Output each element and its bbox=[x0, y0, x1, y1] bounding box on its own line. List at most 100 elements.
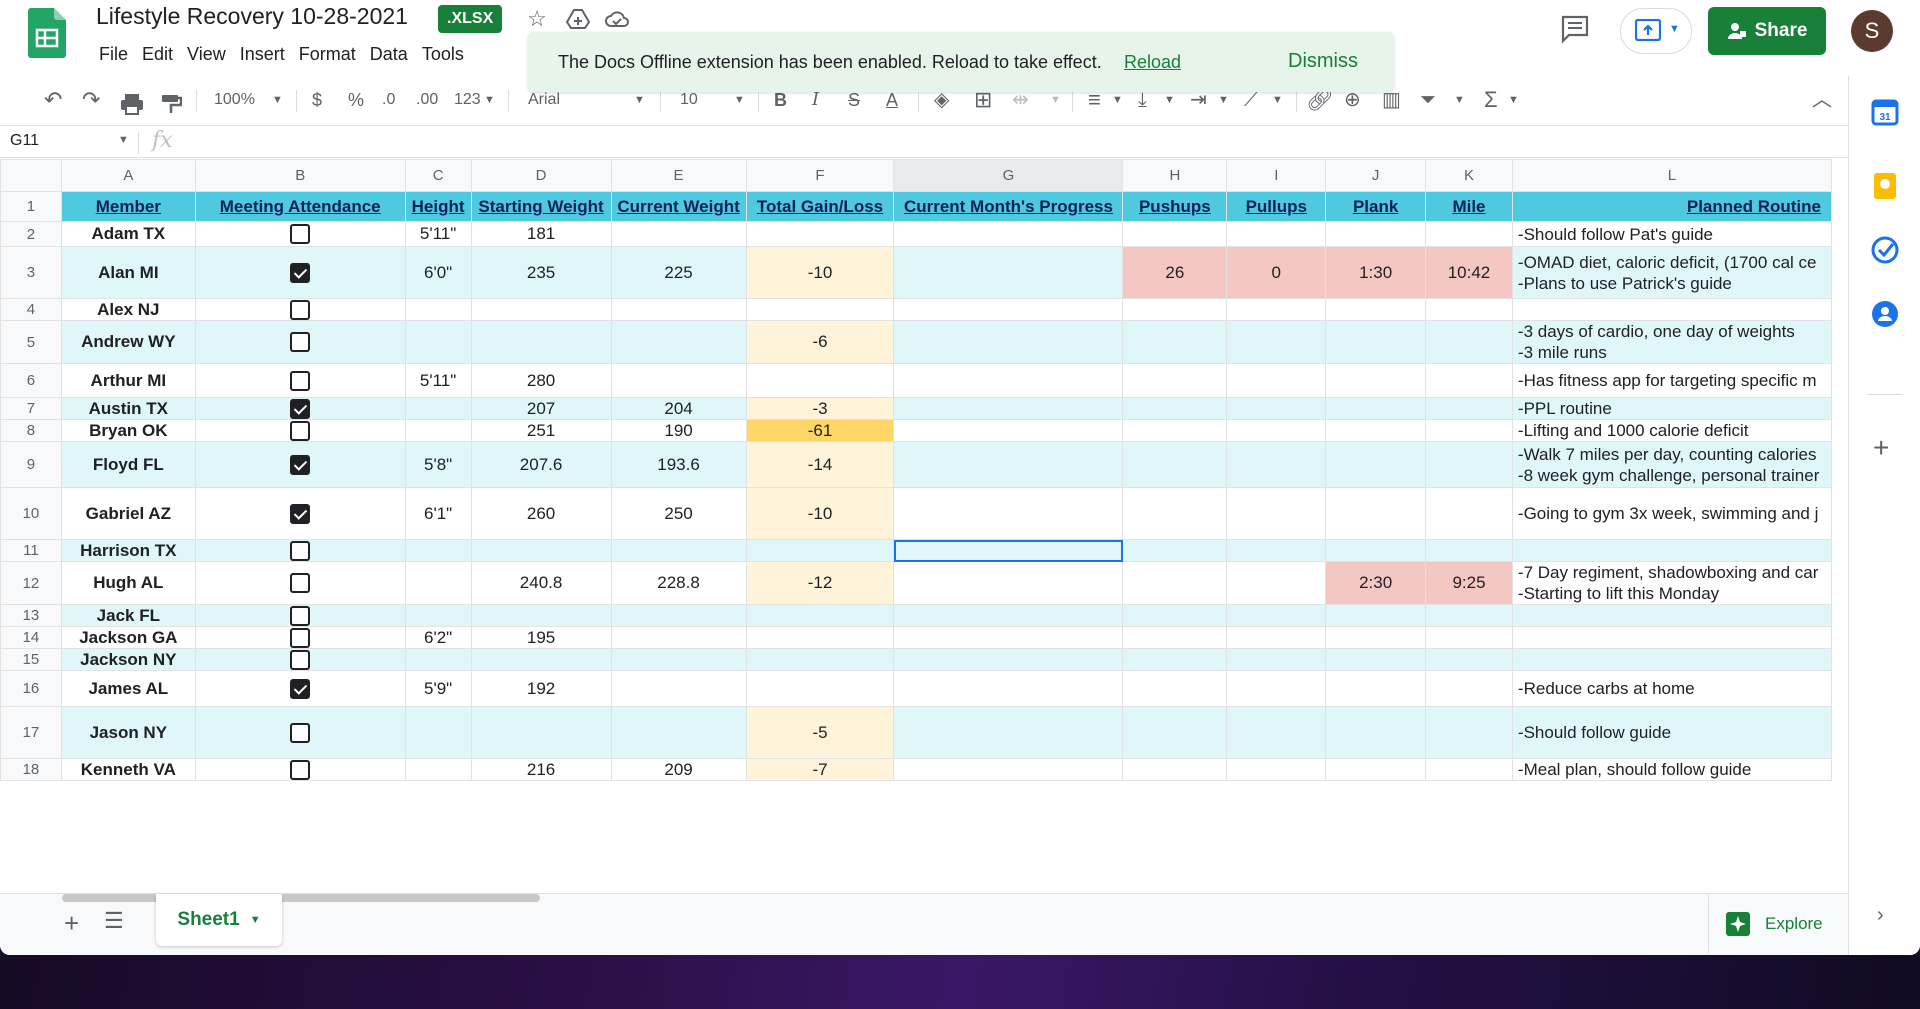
formula-input[interactable] bbox=[194, 130, 1834, 156]
mile-cell[interactable] bbox=[1425, 363, 1513, 398]
current-weight-cell[interactable]: 209 bbox=[610, 758, 747, 781]
attendance-cell[interactable] bbox=[194, 441, 406, 488]
header-cell[interactable]: Pushups bbox=[1122, 191, 1228, 222]
current-weight-cell[interactable]: 225 bbox=[610, 246, 747, 299]
height-cell[interactable]: 5'11" bbox=[404, 363, 472, 398]
pullups-cell[interactable] bbox=[1226, 320, 1327, 364]
text-rotation-dropdown-icon[interactable]: ▼ bbox=[1272, 94, 1283, 106]
planned-routine-cell[interactable] bbox=[1511, 626, 1832, 649]
header-cell[interactable]: Height bbox=[404, 191, 472, 222]
starting-weight-cell[interactable] bbox=[470, 604, 612, 627]
paint-format-icon[interactable] bbox=[160, 90, 182, 118]
font-dropdown-icon[interactable]: ▼ bbox=[634, 94, 645, 106]
planned-routine-cell[interactable] bbox=[1511, 298, 1832, 321]
sheet-tab-dropdown-icon[interactable]: ▼ bbox=[249, 914, 261, 926]
borders-icon[interactable]: ⊞ bbox=[974, 87, 993, 112]
italic-button[interactable]: I bbox=[812, 89, 820, 110]
member-cell[interactable]: Austin TX bbox=[60, 397, 196, 420]
current-month-progress-cell[interactable] bbox=[893, 758, 1124, 781]
height-cell[interactable]: 5'9" bbox=[404, 670, 472, 707]
fill-color-icon[interactable]: ◈ bbox=[934, 89, 950, 111]
mile-cell[interactable] bbox=[1425, 441, 1513, 488]
attendance-checkbox[interactable] bbox=[290, 627, 311, 648]
header-cell[interactable]: Starting Weight bbox=[470, 191, 612, 222]
total-gain-loss-cell[interactable] bbox=[745, 648, 895, 671]
pushups-cell[interactable] bbox=[1122, 706, 1228, 759]
attendance-cell[interactable] bbox=[194, 758, 406, 781]
current-month-progress-cell[interactable] bbox=[893, 487, 1124, 540]
current-weight-cell[interactable]: 190 bbox=[610, 419, 747, 442]
row-header[interactable]: 18 bbox=[0, 758, 62, 781]
column-header-e[interactable]: E bbox=[610, 159, 747, 192]
pullups-cell[interactable] bbox=[1226, 648, 1327, 671]
pullups-cell[interactable] bbox=[1226, 539, 1327, 562]
total-gain-loss-cell[interactable]: -3 bbox=[745, 397, 895, 420]
starting-weight-cell[interactable]: 181 bbox=[470, 221, 612, 247]
filter-icon[interactable]: ⏷ bbox=[1420, 89, 1436, 111]
height-cell[interactable] bbox=[404, 706, 472, 759]
row-header[interactable]: 7 bbox=[0, 397, 62, 420]
mile-cell[interactable] bbox=[1425, 604, 1513, 627]
plank-cell[interactable] bbox=[1325, 419, 1427, 442]
attendance-cell[interactable] bbox=[194, 604, 406, 627]
height-cell[interactable]: 5'11" bbox=[404, 221, 472, 247]
attendance-cell[interactable] bbox=[194, 397, 406, 420]
attendance-checkbox[interactable] bbox=[290, 332, 311, 353]
plank-cell[interactable] bbox=[1325, 626, 1427, 649]
select-all-corner[interactable] bbox=[0, 159, 62, 192]
mile-cell[interactable]: 9:25 bbox=[1425, 561, 1513, 605]
decrease-decimal-button[interactable]: .0 bbox=[382, 91, 396, 108]
current-weight-cell[interactable] bbox=[610, 604, 747, 627]
attendance-checkbox[interactable] bbox=[290, 398, 311, 419]
pushups-cell[interactable] bbox=[1122, 539, 1228, 562]
height-cell[interactable] bbox=[404, 604, 472, 627]
height-cell[interactable] bbox=[404, 539, 472, 562]
current-month-progress-cell[interactable] bbox=[893, 670, 1124, 707]
attendance-cell[interactable] bbox=[194, 539, 406, 562]
attendance-checkbox[interactable] bbox=[290, 299, 311, 320]
plank-cell[interactable] bbox=[1325, 441, 1427, 488]
text-rotation-icon[interactable]: ⟋ bbox=[1244, 89, 1258, 111]
pullups-cell[interactable]: 0 bbox=[1226, 246, 1327, 299]
mile-cell[interactable] bbox=[1425, 648, 1513, 671]
header-cell[interactable]: Plank bbox=[1325, 191, 1427, 222]
pushups-cell[interactable] bbox=[1122, 221, 1228, 247]
attendance-cell[interactable] bbox=[194, 648, 406, 671]
row-header[interactable]: 15 bbox=[0, 648, 62, 671]
total-gain-loss-cell[interactable] bbox=[745, 670, 895, 707]
pushups-cell[interactable] bbox=[1122, 419, 1228, 442]
total-gain-loss-cell[interactable] bbox=[745, 363, 895, 398]
plank-cell[interactable] bbox=[1325, 320, 1427, 364]
toast-reload-link[interactable]: Reload bbox=[1124, 52, 1182, 72]
hide-side-panel-icon[interactable]: › bbox=[1877, 904, 1884, 926]
member-cell[interactable]: Harrison TX bbox=[60, 539, 196, 562]
row-header[interactable]: 2 bbox=[0, 221, 62, 247]
header-cell[interactable]: Total Gain/Loss bbox=[745, 191, 895, 222]
planned-routine-cell[interactable]: -Should follow guide bbox=[1511, 706, 1832, 759]
strikethrough-button[interactable]: S bbox=[848, 90, 861, 110]
row-header[interactable]: 3 bbox=[0, 246, 62, 299]
pushups-cell[interactable] bbox=[1122, 397, 1228, 420]
pullups-cell[interactable] bbox=[1226, 561, 1327, 605]
selected-cell-g11[interactable] bbox=[893, 539, 1124, 562]
collapse-menus-icon[interactable]: ︿ bbox=[1812, 89, 1832, 111]
planned-routine-cell[interactable]: -3 days of cardio, one day of weights -3… bbox=[1511, 320, 1832, 364]
current-month-progress-cell[interactable] bbox=[893, 397, 1124, 420]
member-cell[interactable]: Alan MI bbox=[60, 246, 196, 299]
account-avatar[interactable]: S bbox=[1851, 10, 1893, 52]
height-cell[interactable]: 6'2" bbox=[404, 626, 472, 649]
header-cell[interactable]: Member bbox=[60, 191, 196, 222]
header-cell[interactable]: Meeting Attendance bbox=[194, 191, 406, 222]
current-month-progress-cell[interactable] bbox=[893, 363, 1124, 398]
total-gain-loss-cell[interactable]: -14 bbox=[745, 441, 895, 488]
merge-cells-icon[interactable]: ⇹ bbox=[1012, 89, 1029, 111]
planned-routine-cell[interactable] bbox=[1511, 648, 1832, 671]
column-header-j[interactable]: J bbox=[1325, 159, 1427, 192]
total-gain-loss-cell[interactable] bbox=[745, 539, 895, 562]
column-header-g[interactable]: G bbox=[893, 159, 1124, 192]
document-title[interactable]: Lifestyle Recovery 10-28-2021 bbox=[96, 3, 408, 29]
member-cell[interactable]: Jason NY bbox=[60, 706, 196, 759]
current-weight-cell[interactable] bbox=[610, 670, 747, 707]
menu-edit[interactable]: Edit bbox=[142, 44, 174, 64]
menu-format[interactable]: Format bbox=[298, 44, 356, 64]
